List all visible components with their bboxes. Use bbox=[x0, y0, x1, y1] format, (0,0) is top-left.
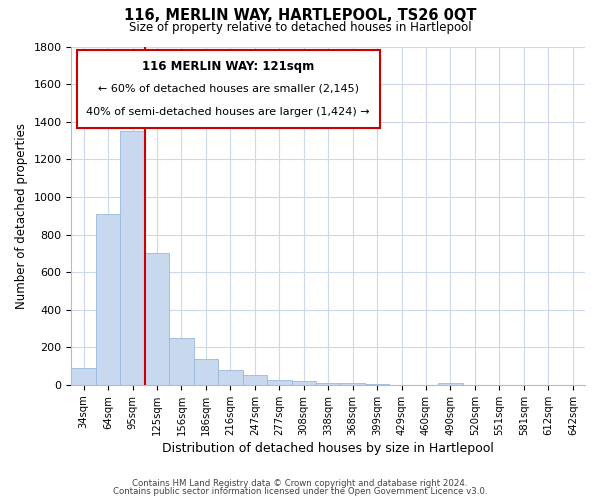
Text: ← 60% of detached houses are smaller (2,145): ← 60% of detached houses are smaller (2,… bbox=[98, 84, 359, 94]
Bar bbox=[316, 383, 340, 385]
Text: 40% of semi-detached houses are larger (1,424) →: 40% of semi-detached houses are larger (… bbox=[86, 108, 370, 118]
Bar bbox=[121, 131, 145, 385]
X-axis label: Distribution of detached houses by size in Hartlepool: Distribution of detached houses by size … bbox=[162, 442, 494, 455]
Y-axis label: Number of detached properties: Number of detached properties bbox=[15, 122, 28, 308]
Text: 116 MERLIN WAY: 121sqm: 116 MERLIN WAY: 121sqm bbox=[142, 60, 314, 73]
FancyBboxPatch shape bbox=[77, 50, 380, 128]
Bar bbox=[169, 338, 194, 385]
Bar bbox=[145, 254, 169, 385]
Bar bbox=[438, 383, 463, 385]
Bar bbox=[267, 380, 292, 385]
Text: 116, MERLIN WAY, HARTLEPOOL, TS26 0QT: 116, MERLIN WAY, HARTLEPOOL, TS26 0QT bbox=[124, 8, 476, 22]
Bar bbox=[218, 370, 242, 385]
Bar bbox=[242, 374, 267, 385]
Bar bbox=[96, 214, 121, 385]
Text: Contains public sector information licensed under the Open Government Licence v3: Contains public sector information licen… bbox=[113, 487, 487, 496]
Text: Size of property relative to detached houses in Hartlepool: Size of property relative to detached ho… bbox=[128, 21, 472, 34]
Bar bbox=[71, 368, 96, 385]
Bar bbox=[340, 383, 365, 385]
Bar bbox=[194, 358, 218, 385]
Bar bbox=[292, 381, 316, 385]
Bar bbox=[365, 384, 389, 385]
Text: Contains HM Land Registry data © Crown copyright and database right 2024.: Contains HM Land Registry data © Crown c… bbox=[132, 478, 468, 488]
